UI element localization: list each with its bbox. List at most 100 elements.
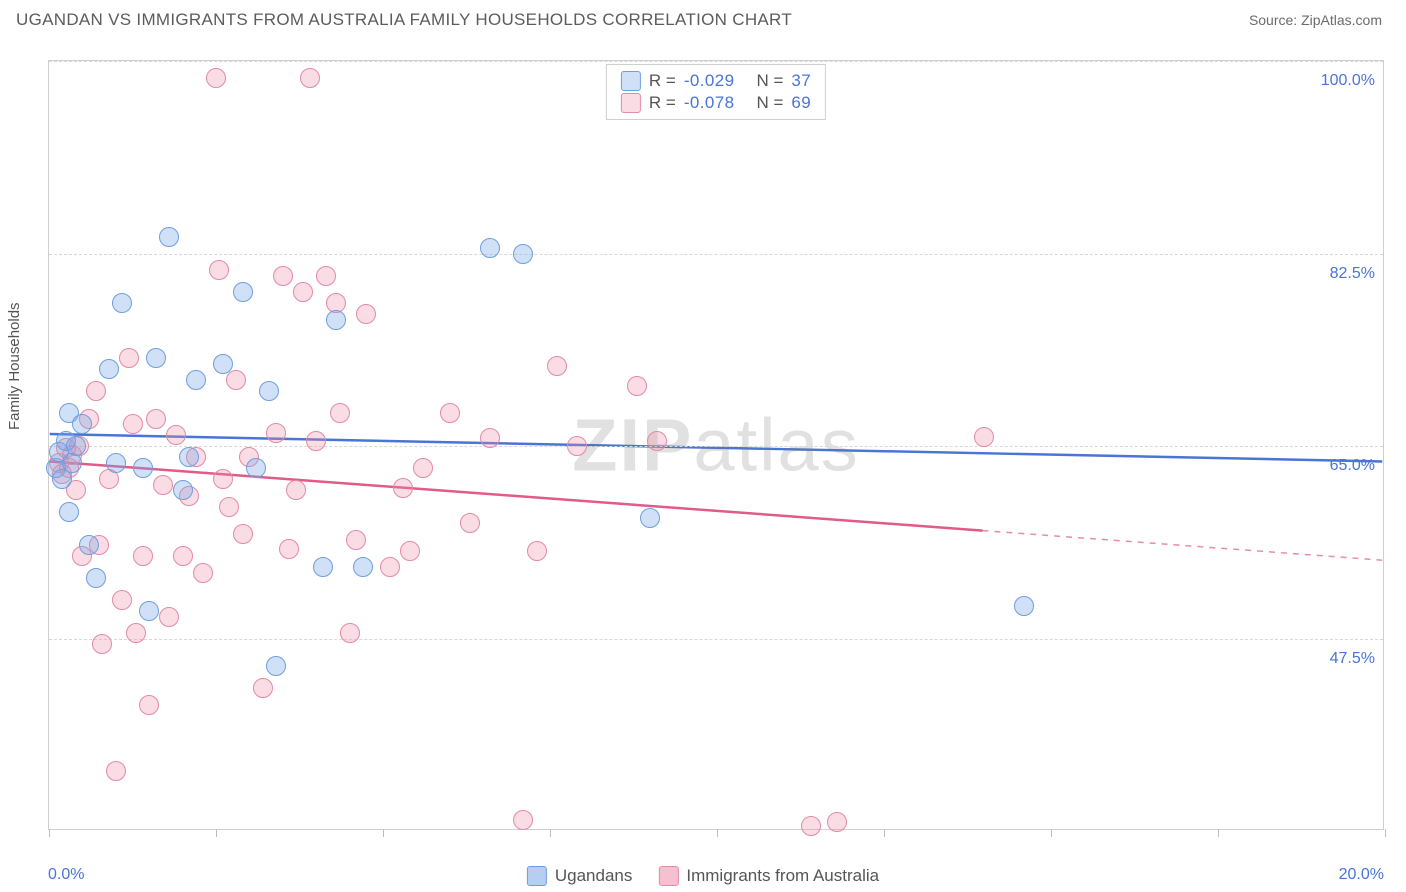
data-point xyxy=(246,458,266,478)
x-tick xyxy=(884,829,885,837)
data-point xyxy=(340,623,360,643)
x-tick xyxy=(1385,829,1386,837)
legend-item-0: Ugandans xyxy=(527,866,633,886)
grid-line xyxy=(49,254,1383,255)
x-tick xyxy=(1218,829,1219,837)
x-tick xyxy=(383,829,384,837)
data-point xyxy=(59,502,79,522)
legend-r-label: R = xyxy=(649,71,676,91)
data-point xyxy=(266,656,286,676)
y-tick-label: 65.0% xyxy=(1330,457,1375,475)
data-point xyxy=(974,427,994,447)
legend-row-1: R = -0.078 N = 69 xyxy=(621,93,811,113)
data-point xyxy=(480,238,500,258)
data-point xyxy=(119,348,139,368)
data-point xyxy=(567,436,587,456)
data-point xyxy=(316,266,336,286)
legend-n-value-1: 69 xyxy=(791,93,811,113)
legend-row-0: R = -0.029 N = 37 xyxy=(621,71,811,91)
y-tick-label: 47.5% xyxy=(1330,650,1375,668)
chart-title: UGANDAN VS IMMIGRANTS FROM AUSTRALIA FAM… xyxy=(16,10,792,30)
data-point xyxy=(173,480,193,500)
x-axis-min-label: 0.0% xyxy=(48,866,84,884)
data-point xyxy=(213,354,233,374)
data-point xyxy=(66,436,86,456)
legend-swatch-icon xyxy=(658,866,678,886)
data-point xyxy=(647,431,667,451)
x-tick xyxy=(550,829,551,837)
data-point xyxy=(99,359,119,379)
data-point xyxy=(133,546,153,566)
y-tick-label: 100.0% xyxy=(1321,72,1375,90)
data-point xyxy=(112,293,132,313)
legend-item-label: Ugandans xyxy=(555,866,633,886)
y-tick-label: 82.5% xyxy=(1330,265,1375,283)
data-point xyxy=(627,376,647,396)
data-point xyxy=(146,409,166,429)
legend-r-label: R = xyxy=(649,93,676,113)
data-point xyxy=(259,381,279,401)
data-point xyxy=(133,458,153,478)
data-point xyxy=(513,810,533,830)
data-point xyxy=(356,304,376,324)
data-point xyxy=(139,695,159,715)
data-point xyxy=(266,423,286,443)
grid-line xyxy=(49,639,1383,640)
data-point xyxy=(79,535,99,555)
data-point xyxy=(1014,596,1034,616)
legend-item-label: Immigrants from Australia xyxy=(686,866,879,886)
data-point xyxy=(400,541,420,561)
data-point xyxy=(209,260,229,280)
data-point xyxy=(179,447,199,467)
data-point xyxy=(440,403,460,423)
chart-area: R = -0.029 N = 37 R = -0.078 N = 69 ZIPa… xyxy=(48,60,1384,830)
data-point xyxy=(226,370,246,390)
legend-n-label: N = xyxy=(756,71,783,91)
data-point xyxy=(353,557,373,577)
data-point xyxy=(219,497,239,517)
data-point xyxy=(527,541,547,561)
data-point xyxy=(92,634,112,654)
watermark: ZIPatlas xyxy=(572,403,859,488)
data-point xyxy=(380,557,400,577)
data-point xyxy=(393,478,413,498)
data-point xyxy=(326,310,346,330)
legend-n-value-0: 37 xyxy=(791,71,811,91)
legend-item-1: Immigrants from Australia xyxy=(658,866,879,886)
data-point xyxy=(193,563,213,583)
grid-line xyxy=(49,61,1383,62)
legend-n-label: N = xyxy=(756,93,783,113)
data-point xyxy=(273,266,293,286)
data-point xyxy=(293,282,313,302)
data-point xyxy=(279,539,299,559)
data-point xyxy=(106,453,126,473)
data-point xyxy=(106,761,126,781)
data-point xyxy=(330,403,350,423)
legend-r-value-0: -0.029 xyxy=(684,71,735,91)
data-point xyxy=(300,68,320,88)
x-tick xyxy=(717,829,718,837)
data-point xyxy=(513,244,533,264)
data-point xyxy=(460,513,480,533)
y-axis-label: Family Households xyxy=(6,302,23,430)
data-point xyxy=(146,348,166,368)
data-point xyxy=(86,568,106,588)
data-point xyxy=(123,414,143,434)
data-point xyxy=(112,590,132,610)
data-point xyxy=(86,381,106,401)
x-tick xyxy=(1051,829,1052,837)
data-point xyxy=(640,508,660,528)
data-point xyxy=(186,370,206,390)
data-point xyxy=(547,356,567,376)
data-point xyxy=(233,524,253,544)
data-point xyxy=(346,530,366,550)
source-label: Source: ZipAtlas.com xyxy=(1249,12,1382,28)
data-point xyxy=(159,607,179,627)
x-axis-max-label: 20.0% xyxy=(1339,866,1384,884)
data-point xyxy=(313,557,333,577)
legend-swatch-0 xyxy=(621,71,641,91)
data-point xyxy=(213,469,233,489)
legend-swatch-1 xyxy=(621,93,641,113)
data-point xyxy=(827,812,847,832)
data-point xyxy=(286,480,306,500)
